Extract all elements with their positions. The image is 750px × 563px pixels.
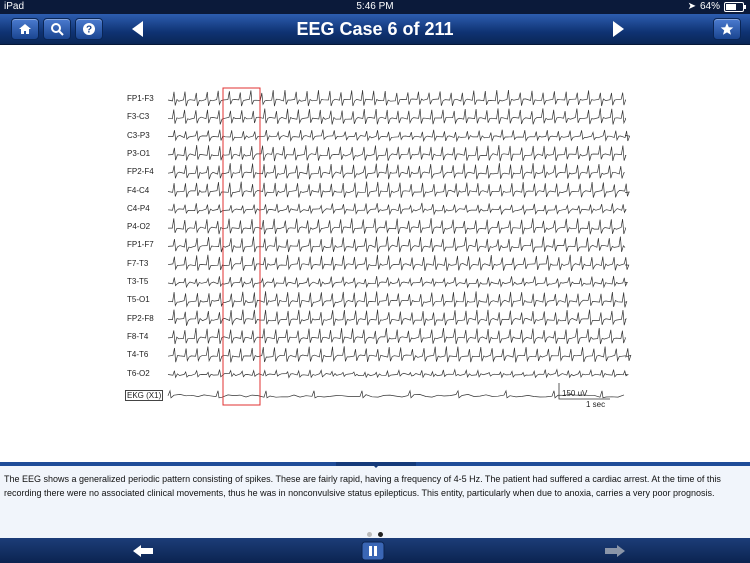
forward-button[interactable] bbox=[600, 538, 630, 563]
eeg-trace bbox=[167, 254, 630, 272]
eeg-trace bbox=[167, 368, 629, 379]
eeg-trace bbox=[167, 291, 628, 308]
pause-icon bbox=[361, 541, 385, 560]
eeg-trace bbox=[167, 236, 626, 253]
eeg-trace bbox=[167, 89, 627, 107]
channel-label: F4-C4 bbox=[127, 185, 150, 195]
back-button[interactable] bbox=[128, 538, 158, 563]
back-arrow-icon bbox=[133, 544, 153, 557]
location-icon: ➤ bbox=[687, 1, 696, 12]
eeg-trace bbox=[167, 181, 630, 198]
channel-label: FP1-F7 bbox=[127, 240, 154, 250]
channel-label: FP2-F8 bbox=[127, 313, 154, 323]
page-dot-2[interactable] bbox=[378, 532, 383, 537]
page-indicator bbox=[0, 532, 750, 537]
eeg-trace bbox=[167, 327, 626, 345]
battery-percent: 64% bbox=[699, 1, 720, 12]
scale-amplitude: 150 uV bbox=[562, 389, 588, 398]
pause-button[interactable] bbox=[360, 538, 386, 563]
channel-label: T5-O1 bbox=[127, 295, 150, 305]
eeg-trace bbox=[167, 108, 627, 125]
channel-label: F3-C3 bbox=[127, 112, 150, 122]
panel-handle[interactable] bbox=[336, 462, 416, 468]
search-button[interactable] bbox=[43, 18, 71, 40]
eeg-trace bbox=[168, 218, 626, 235]
next-case-button[interactable] bbox=[613, 21, 624, 37]
channel-label: FP1-F3 bbox=[127, 94, 154, 103]
ekg-trace bbox=[167, 389, 625, 399]
device-label: iPad bbox=[4, 1, 25, 12]
channel-label: FP2-F4 bbox=[127, 167, 154, 177]
eeg-traces bbox=[167, 87, 632, 406]
channel-label: T6-O2 bbox=[127, 368, 150, 378]
highlight-box bbox=[222, 87, 261, 406]
help-icon: ? bbox=[83, 23, 95, 36]
page-title: EEG Case 6 of 211 bbox=[296, 19, 454, 39]
search-icon bbox=[51, 23, 64, 36]
ekg-label: EKG (X1) bbox=[125, 389, 164, 401]
status-right: ➤ 64% bbox=[687, 0, 746, 14]
star-icon bbox=[720, 23, 734, 35]
channel-label: T4-T6 bbox=[127, 350, 149, 360]
status-bar: iPad 5:46 PM ➤ 64% bbox=[0, 0, 750, 14]
bottom-toolbar bbox=[0, 538, 750, 563]
favorite-button[interactable] bbox=[713, 18, 741, 40]
description-panel: The EEG shows a generalized periodic pat… bbox=[0, 462, 750, 542]
channel-label: P3-O1 bbox=[127, 148, 151, 158]
help-button[interactable]: ? bbox=[75, 18, 103, 40]
svg-text:?: ? bbox=[86, 25, 92, 36]
eeg-trace bbox=[168, 309, 627, 326]
eeg-trace bbox=[167, 346, 632, 363]
channel-label: F7-T3 bbox=[127, 258, 149, 268]
forward-arrow-icon bbox=[605, 544, 625, 557]
channel-label: T3-T5 bbox=[127, 277, 149, 286]
case-description: The EEG shows a generalized periodic pat… bbox=[4, 474, 721, 498]
eeg-trace bbox=[168, 129, 631, 143]
navigation-bar: EEG Case 6 of 211 ? bbox=[0, 14, 750, 45]
eeg-trace bbox=[167, 202, 627, 216]
eeg-trace bbox=[167, 275, 628, 289]
page-dot-1[interactable] bbox=[367, 532, 372, 537]
channel-label: F8-T4 bbox=[127, 331, 149, 341]
home-icon bbox=[19, 24, 31, 34]
scale-bar bbox=[558, 383, 610, 400]
previous-case-button[interactable] bbox=[132, 21, 143, 37]
scale-time: 1 sec bbox=[586, 400, 606, 409]
channel-label: C4-P4 bbox=[127, 203, 150, 213]
eeg-figure: FP1-F3 F3-C3 C3-P3 P3-O1 FP2-F4 F4-C4 C4-P4 P4-… bbox=[0, 44, 750, 460]
eeg-trace bbox=[167, 163, 625, 180]
channel-label: C3-P3 bbox=[127, 130, 150, 140]
clock: 5:46 PM bbox=[356, 1, 394, 12]
battery-icon bbox=[724, 2, 746, 12]
channel-label: P4-O2 bbox=[127, 222, 151, 232]
home-button[interactable] bbox=[11, 18, 39, 40]
eeg-trace bbox=[167, 144, 627, 162]
